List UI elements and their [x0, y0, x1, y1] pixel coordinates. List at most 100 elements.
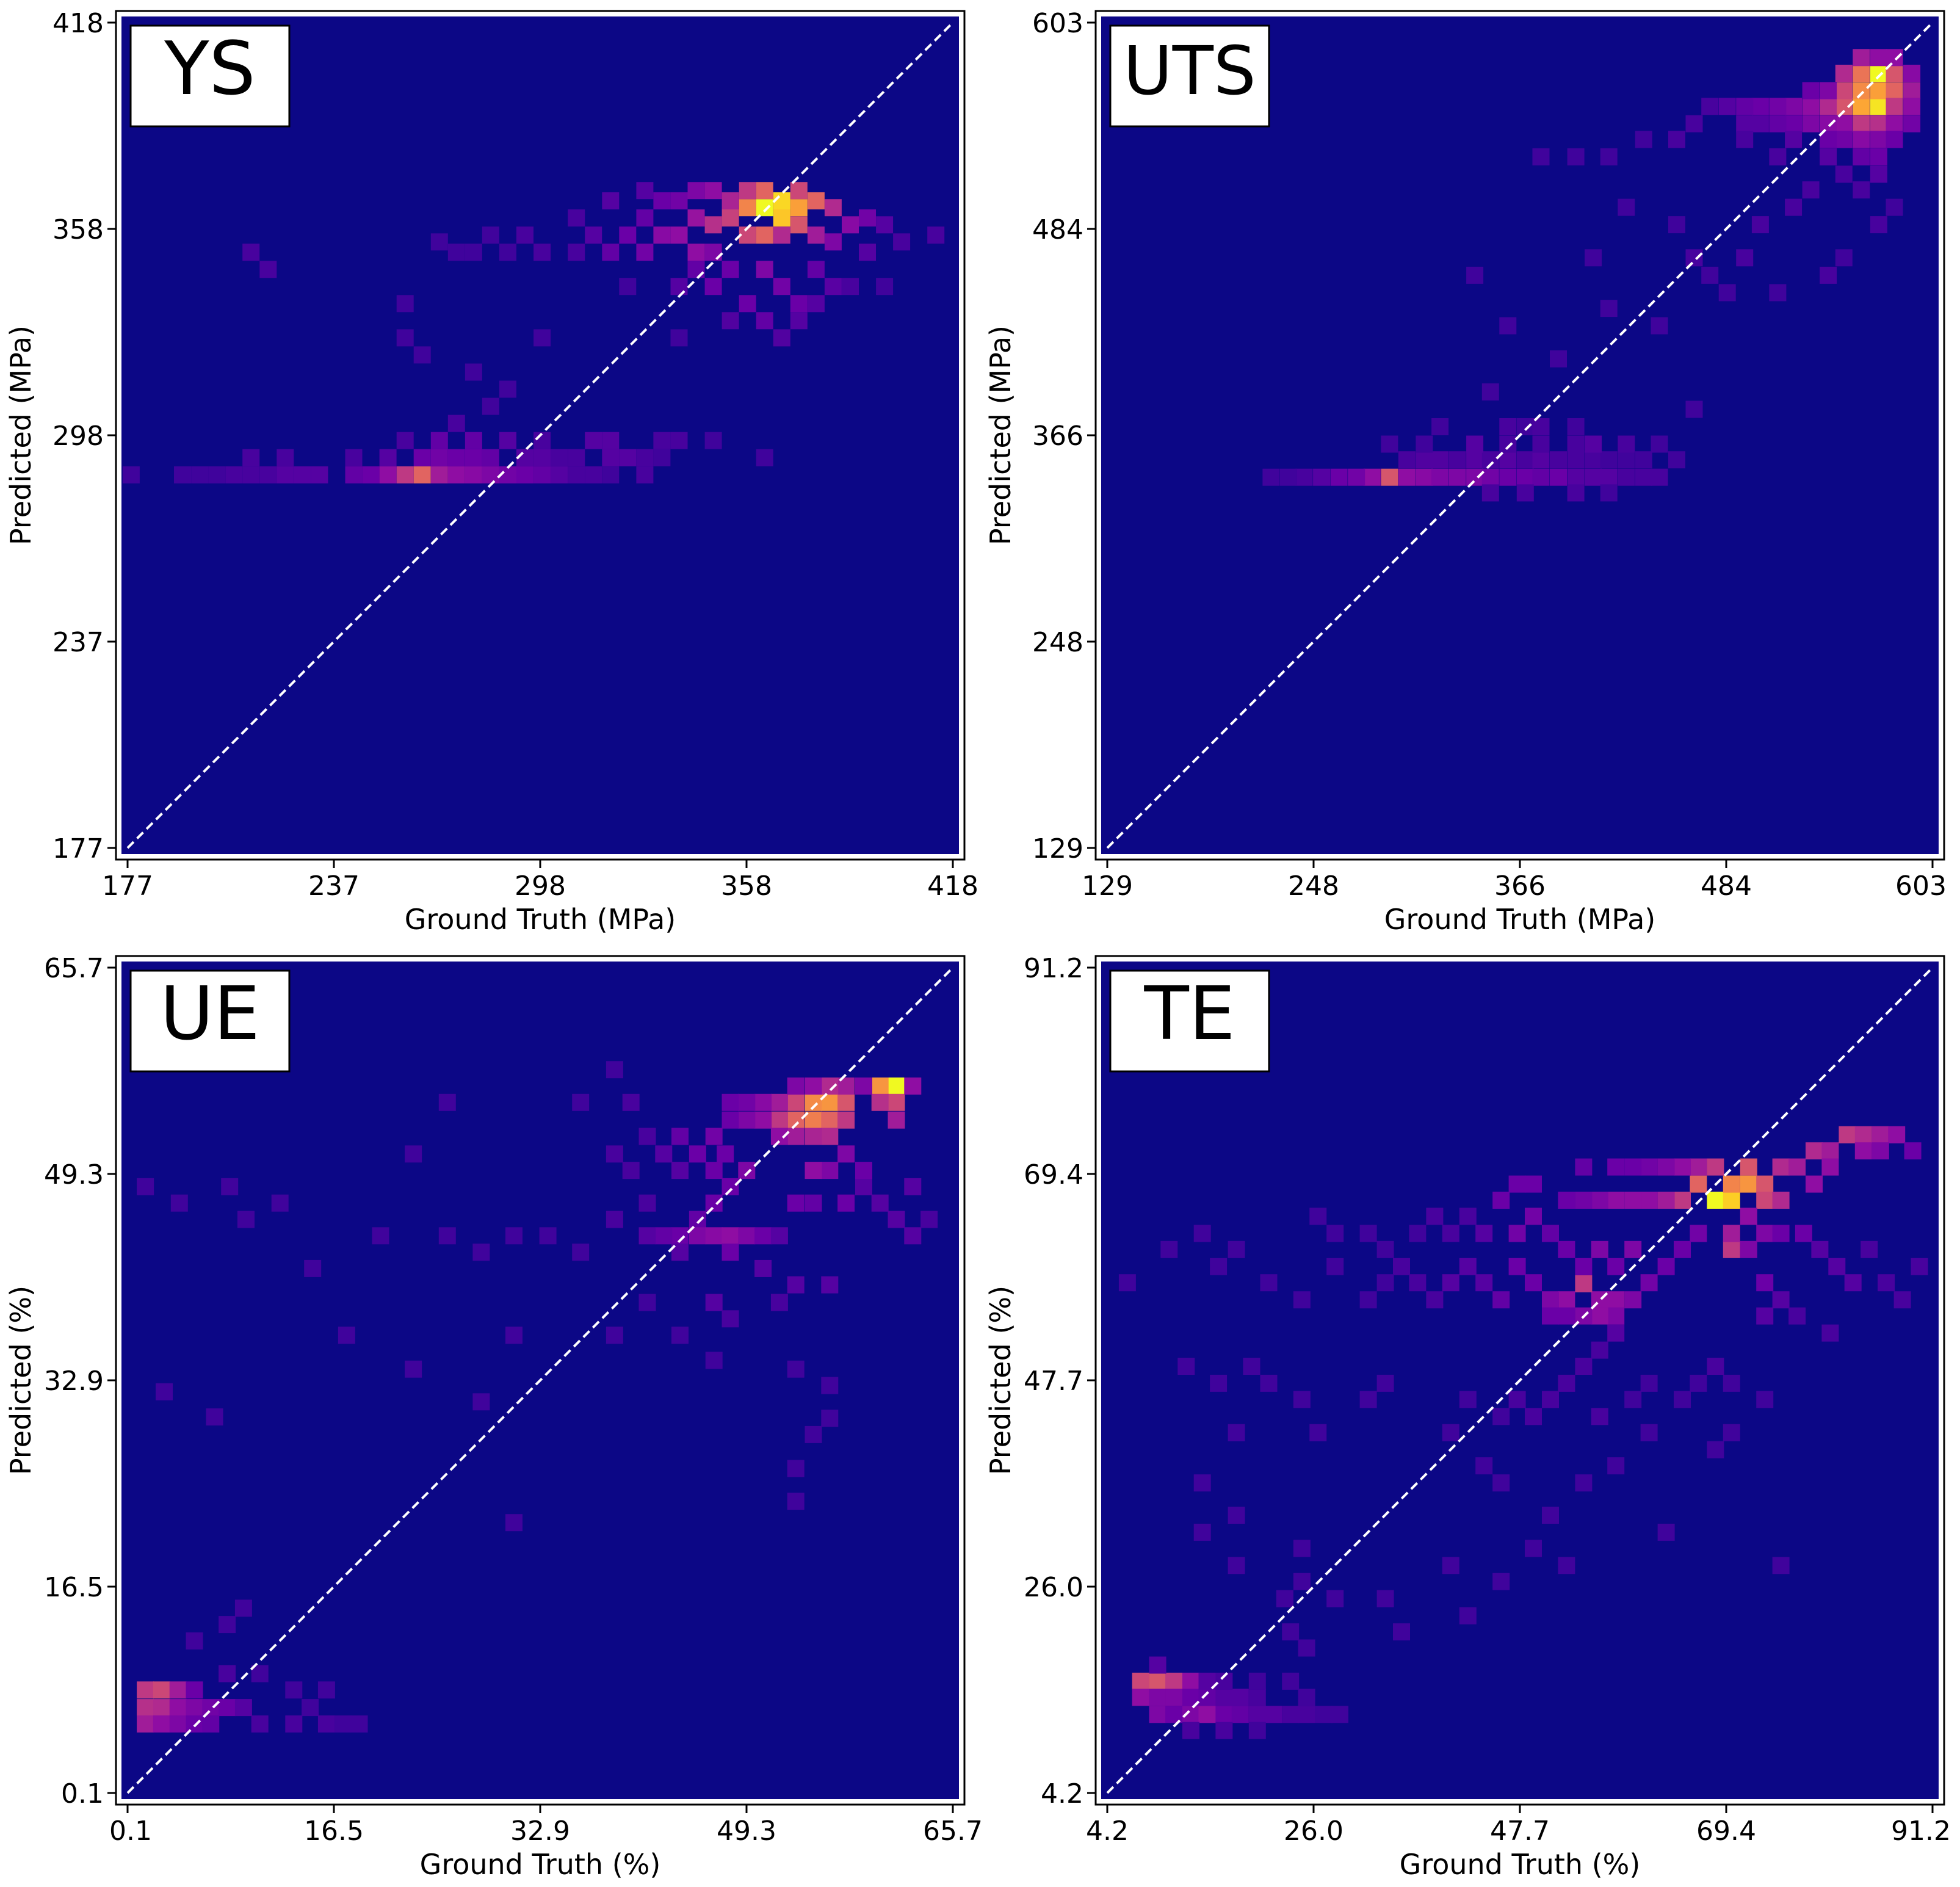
heatmap-cell: [1558, 1192, 1575, 1209]
heatmap-cell: [1740, 1208, 1757, 1225]
x-tick-1: 26.0: [1284, 1805, 1343, 1847]
heatmap-cell: [1215, 1722, 1233, 1739]
heatmap-cell: [859, 209, 876, 226]
x-tick-0: 4.2: [1086, 1805, 1129, 1847]
heatmap-cell: [1690, 1374, 1707, 1392]
heatmap-cell: [465, 363, 482, 381]
heatmap-cell: [721, 1111, 739, 1129]
x-tick-4: 65.7: [923, 1805, 983, 1847]
heatmap-cell: [1736, 115, 1754, 132]
heatmap-cell: [379, 449, 397, 466]
heatmap-cell: [516, 466, 533, 484]
heatmap-cell: [533, 244, 551, 261]
heatmap-cell: [1416, 451, 1433, 469]
heatmap-cell: [773, 209, 790, 226]
heatmap-cell: [721, 1178, 739, 1195]
heatmap-cell: [824, 199, 842, 217]
heatmap-cell: [655, 1227, 673, 1245]
heatmap-cell: [1132, 1672, 1149, 1690]
heatmap-cell: [687, 182, 705, 200]
heatmap-cell: [285, 1715, 303, 1733]
heatmap-cell: [585, 226, 602, 244]
heatmap-cell: [1359, 1225, 1377, 1242]
heatmap-cell: [186, 1715, 203, 1733]
heatmap-cell: [824, 278, 842, 295]
heatmap-cell: [1243, 1358, 1260, 1375]
heatmap-cell: [1870, 65, 1887, 82]
heatmap-cell: [1550, 451, 1567, 469]
y-tick-3: 484: [1032, 214, 1096, 245]
heatmap-cell: [1118, 1274, 1136, 1292]
heatmap-cell: [1772, 1225, 1790, 1242]
heatmap-cell: [1542, 1225, 1559, 1242]
heatmap-cell: [345, 466, 363, 484]
heatmap-cell: [1481, 484, 1499, 502]
panel-uts: UTS 129 248 366 484 603 Ground Truth (MP…: [984, 8, 1947, 936]
heatmap-cell: [1769, 284, 1787, 302]
x-tick-label: 4.2: [1086, 1816, 1129, 1847]
heatmap-cell: [472, 1393, 490, 1411]
heatmap-cell: [396, 466, 414, 484]
heatmap-cell: [855, 1178, 872, 1195]
heatmap-cell: [1723, 1424, 1740, 1441]
heatmap-cell: [1516, 468, 1534, 486]
heatmap-cell: [1293, 1391, 1311, 1408]
heatmap-cell: [585, 466, 602, 484]
heatmap-cell: [787, 1276, 805, 1294]
heatmap-cell: [602, 244, 620, 261]
heatmap-cell: [927, 226, 945, 244]
identity-line: [1106, 966, 1934, 1794]
heatmap-cell: [653, 192, 671, 209]
heatmap-cell: [1231, 1706, 1249, 1723]
heatmap-cell: [1624, 1240, 1642, 1258]
y-tick-3: 69.4: [1024, 1159, 1096, 1190]
heatmap-cell: [721, 1093, 739, 1111]
panel-label: UTS: [1123, 32, 1256, 110]
heatmap-cell: [738, 1227, 756, 1245]
y-tick-0: 0.1: [61, 1778, 116, 1809]
heatmap-cell: [1228, 1240, 1245, 1258]
heatmap-cell: [338, 1327, 355, 1344]
heatmap-cell: [670, 278, 688, 295]
heatmap-cell: [671, 1327, 689, 1344]
heatmap-cell: [842, 278, 859, 295]
heatmap-cell: [1508, 1391, 1526, 1408]
heatmap-cell: [1279, 468, 1297, 486]
heatmap-cell: [638, 1194, 656, 1212]
heatmap-cell: [636, 449, 654, 466]
heatmap-cell: [1685, 249, 1703, 267]
heatmap-cell: [1751, 115, 1769, 132]
heatmap-cell: [1870, 131, 1887, 148]
heatmap-cell: [1298, 1706, 1315, 1723]
heatmap-cell: [787, 1460, 805, 1477]
heatmap-cells: [1118, 1126, 1928, 1739]
heatmap-cell: [606, 1327, 623, 1344]
heatmap-cell: [1585, 451, 1602, 469]
heatmap-cell: [754, 1093, 772, 1111]
heatmap-cell: [1228, 1424, 1245, 1441]
y-tick-4: 65.7: [44, 953, 116, 984]
heatmap-cell: [670, 192, 688, 209]
heatmap-cell: [1558, 1291, 1575, 1309]
heatmap-cell: [242, 244, 260, 261]
heatmap-cell: [1293, 1573, 1311, 1590]
heatmap-cell: [1398, 468, 1416, 486]
heatmap-cell: [1575, 1158, 1593, 1176]
heatmap-cell: [1802, 181, 1820, 199]
y-tick-4: 91.2: [1024, 953, 1096, 984]
heatmap-cell: [807, 192, 825, 209]
x-tick-label: 366: [1494, 871, 1546, 902]
heatmap-cell: [1802, 82, 1820, 100]
heatmap-cell: [705, 1352, 723, 1369]
heatmap-cell: [1525, 1208, 1542, 1225]
heatmap-cell: [721, 192, 739, 209]
heatmap-cell: [721, 1244, 739, 1261]
heatmap-cell: [1861, 1240, 1878, 1258]
heatmap-cell: [505, 1514, 523, 1532]
heatmap-cell: [738, 1093, 756, 1111]
heatmap-cell: [1359, 1391, 1377, 1408]
heatmap-cell: [670, 226, 688, 244]
x-axis: 0.1 16.5 32.9 49.3 65.7 Ground Truth (%): [109, 1805, 983, 1881]
heatmap-cell: [396, 329, 414, 347]
heatmap-cell: [1854, 1126, 1872, 1143]
